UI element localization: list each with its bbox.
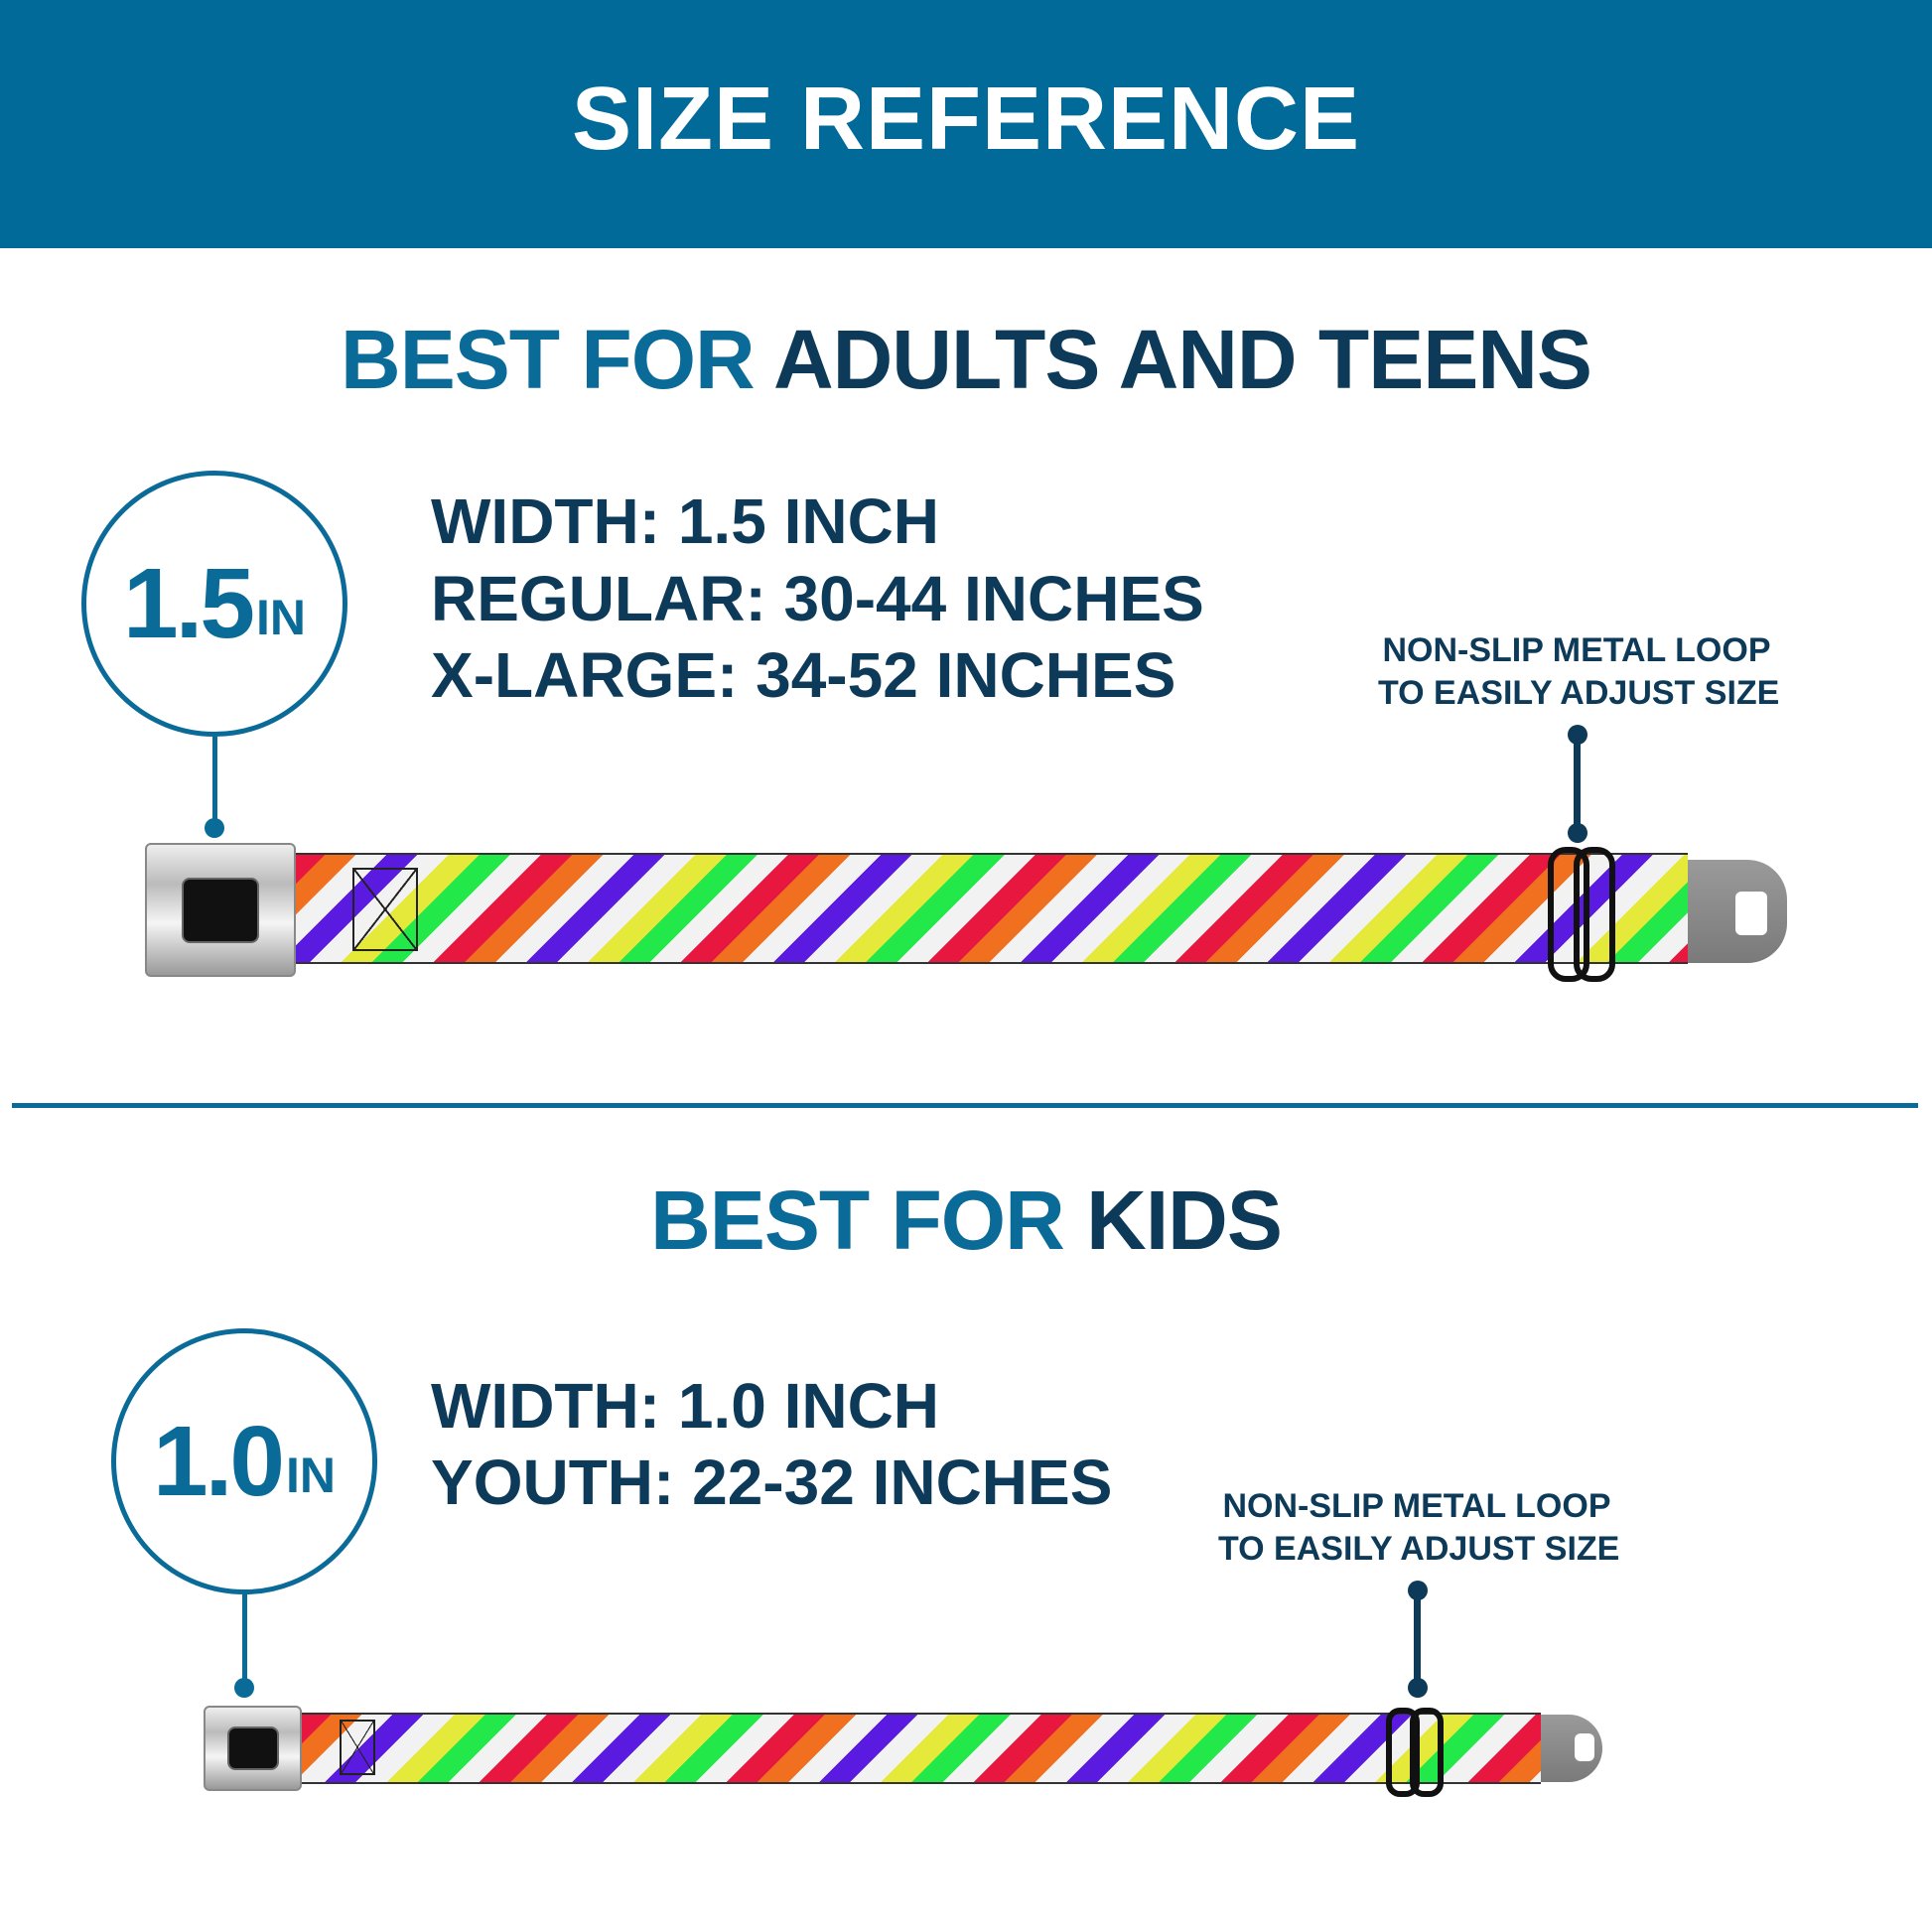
- belt-strap-adult: [294, 853, 1688, 964]
- callout-line-2: TO EASILY ADJUST SIZE: [1378, 674, 1780, 712]
- metal-loop: [1548, 847, 1589, 982]
- callout-connector: [1574, 735, 1581, 833]
- badge-connector: [242, 1594, 247, 1686]
- heading-prefix: BEST FOR: [341, 313, 756, 406]
- callout-connector: [1414, 1589, 1421, 1688]
- badge-number: 1.5: [122, 547, 255, 659]
- buckle-logo: [182, 877, 259, 943]
- badge-unit: IN: [256, 590, 306, 645]
- badge-number: 1.0: [152, 1405, 285, 1517]
- metal-tab-hole: [1735, 892, 1767, 935]
- heading-main: ADULTS AND TEENS: [772, 313, 1592, 406]
- callout-dot-bottom: [1408, 1678, 1428, 1698]
- kids-spec-youth: YOUTH: 22-32 INCHES: [431, 1447, 1113, 1518]
- badge-unit: IN: [286, 1448, 336, 1503]
- adult-spec-xlarge: X-LARGE: 34-52 INCHES: [431, 639, 1176, 711]
- page-title: SIZE REFERENCE: [571, 69, 1361, 169]
- kids-loop-callout: NON-SLIP METAL LOOP TO EASILY ADJUST SIZ…: [1218, 1485, 1620, 1571]
- callout-line-1: NON-SLIP METAL LOOP: [1222, 1487, 1611, 1525]
- callout-line-2: TO EASILY ADJUST SIZE: [1218, 1530, 1620, 1568]
- metal-loop-back: [1574, 847, 1615, 982]
- heading-main: KIDS: [1086, 1173, 1283, 1267]
- kids-heading: BEST FOR KIDS: [0, 1173, 1932, 1268]
- width-badge-1-0: 1.0 IN: [111, 1328, 377, 1594]
- badge-connector-dot: [205, 818, 224, 838]
- section-divider: [12, 1103, 1918, 1108]
- badge-connector: [212, 737, 217, 828]
- header-banner: [0, 0, 1932, 248]
- adult-spec-regular: REGULAR: 30-44 INCHES: [431, 563, 1204, 634]
- kids-spec-width: WIDTH: 1.0 INCH: [431, 1370, 939, 1442]
- width-badge-1-5: 1.5 IN: [81, 471, 347, 737]
- belt-strap-kids: [300, 1713, 1541, 1784]
- seatbelt-buckle: [204, 1706, 302, 1791]
- strap-stitching: [340, 1720, 375, 1775]
- metal-loop-back: [1410, 1708, 1444, 1797]
- heading-prefix: BEST FOR: [650, 1173, 1065, 1267]
- seatbelt-buckle: [145, 843, 296, 977]
- strap-stitching: [352, 868, 418, 951]
- buckle-logo: [226, 1726, 279, 1770]
- adult-spec-width: WIDTH: 1.5 INCH: [431, 485, 939, 557]
- callout-line-1: NON-SLIP METAL LOOP: [1382, 631, 1771, 669]
- metal-tab-hole: [1575, 1733, 1594, 1761]
- callout-dot-bottom: [1568, 823, 1587, 843]
- adult-loop-callout: NON-SLIP METAL LOOP TO EASILY ADJUST SIZ…: [1378, 629, 1780, 715]
- badge-connector-dot: [234, 1678, 254, 1698]
- adults-heading: BEST FOR ADULTS AND TEENS: [0, 312, 1932, 407]
- metal-loop: [1386, 1708, 1420, 1797]
